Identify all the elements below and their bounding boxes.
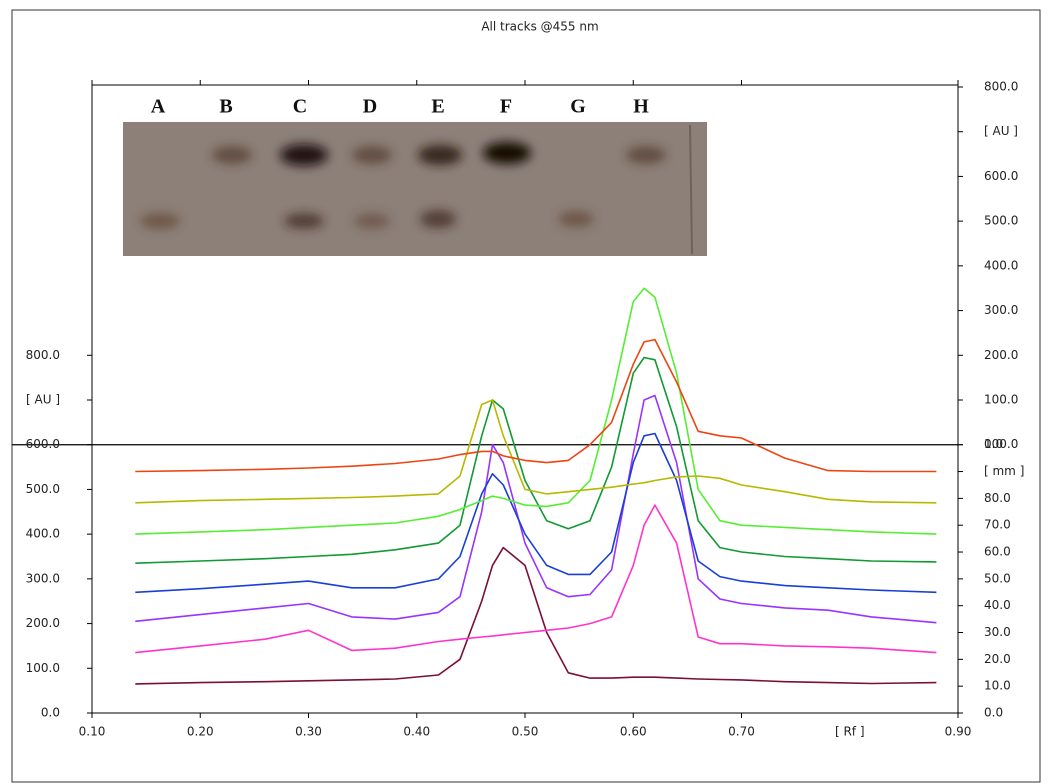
y-tick-label: 400.0 [26,527,60,541]
y3-tick-label: 500.0 [984,214,1018,228]
y3-tick-label: 300.0 [984,303,1018,317]
x-tick-label: 0.30 [295,725,322,739]
x-tick-label: 0.90 [945,725,972,739]
lane-label: D [363,96,377,118]
x-tick-label: 0.40 [403,725,430,739]
y3-tick-label: 200.0 [984,348,1018,362]
y2-tick-label: 80.0 [984,491,1011,505]
y2-tick-label: 20.0 [984,652,1011,666]
trace [135,546,937,685]
y2-tick-label: [ mm ] [984,464,1024,478]
y2-tick-label: 50.0 [984,571,1011,585]
y-tick-label: 300.0 [26,571,60,585]
x-unit-label: [ Rf ] [835,725,865,739]
y3-tick-label: 800.0 [984,80,1018,94]
y-tick-label: 500.0 [26,482,60,496]
y2-tick-label: 100.0 [984,437,1018,451]
y2-tick-label: 60.0 [984,545,1011,559]
x-tick-label: 0.10 [79,725,106,739]
lane-label: C [293,96,307,118]
lane-label: H [633,96,649,118]
y3-tick-label: 400.0 [984,258,1018,272]
y2-tick-label: 40.0 [984,598,1011,612]
lane-label: F [500,96,512,118]
y3-tick-label: 600.0 [984,169,1018,183]
y-tick-label: [ AU ] [26,393,60,407]
chart-title: All tracks @455 nm [481,20,598,34]
trace [135,338,937,473]
trace [135,504,937,654]
y2-tick-label: 0.0 [984,706,1003,720]
lane-label: B [219,96,232,118]
y-tick-label: 800.0 [26,348,60,362]
trace [135,287,937,535]
y3-tick-label: [ AU ] [984,124,1018,138]
plate [123,122,707,256]
x-tick-label: 0.50 [512,725,539,739]
trace [135,394,937,624]
y-tick-label: 0.0 [41,706,60,720]
y-tick-label: 600.0 [26,437,60,451]
lane-label: A [151,96,166,118]
y-tick-label: 200.0 [26,616,60,630]
x-tick-label: 0.20 [187,725,214,739]
y2-tick-label: 30.0 [984,625,1011,639]
y-tick-label: 100.0 [26,661,60,675]
x-tick-label: 0.70 [728,725,755,739]
y3-tick-label: 100.0 [984,393,1018,407]
y2-tick-label: 10.0 [984,679,1011,693]
trace [135,432,937,594]
y2-tick-label: 70.0 [984,518,1011,532]
plate-spots [140,142,666,229]
frame [11,9,1041,783]
lane-label: E [431,96,444,118]
tlc-plate [123,122,707,256]
x-tick-label: 0.60 [620,725,647,739]
trace [135,356,937,564]
lane-label: G [570,96,586,118]
trace [135,399,937,504]
y3-tick-label: 0.0 [984,437,1003,451]
